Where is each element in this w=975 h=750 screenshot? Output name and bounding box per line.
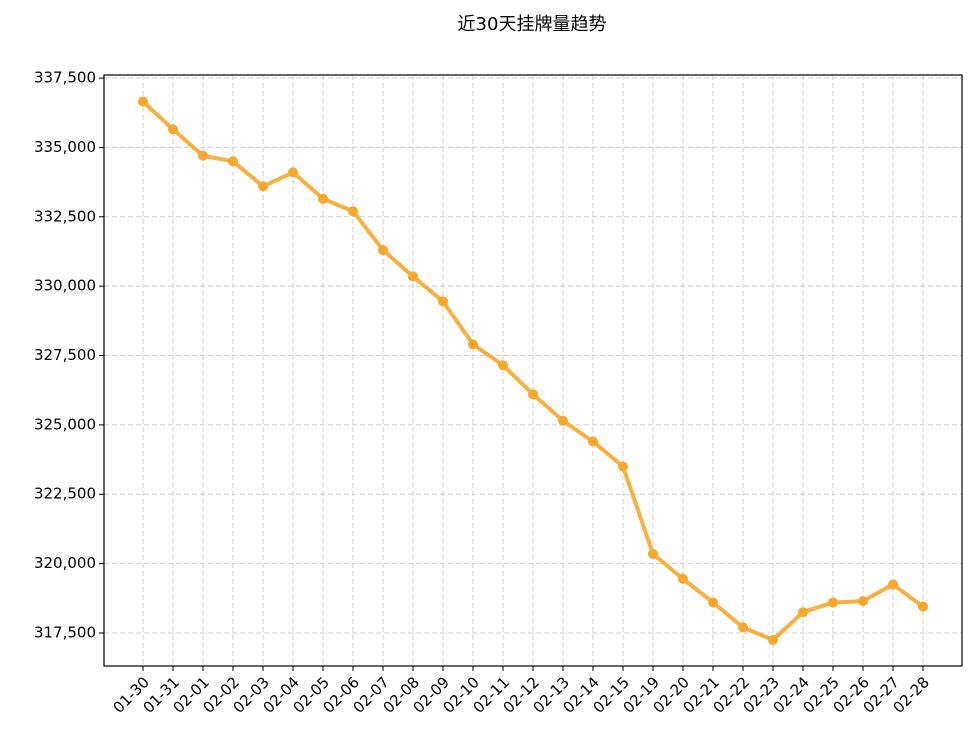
y-tick-label: 317,500 xyxy=(34,623,96,641)
marker xyxy=(528,389,538,400)
marker xyxy=(348,206,358,217)
marker xyxy=(288,167,298,178)
marker xyxy=(828,597,838,608)
marker xyxy=(588,436,598,447)
y-tick-label: 332,500 xyxy=(34,207,96,225)
marker xyxy=(648,548,658,559)
marker xyxy=(708,597,718,608)
marker xyxy=(768,634,778,645)
plot xyxy=(138,96,928,645)
y-tick-label: 335,000 xyxy=(34,138,96,156)
marker xyxy=(558,415,568,426)
marker xyxy=(168,124,178,135)
y-tick-label: 320,000 xyxy=(34,554,96,572)
marker xyxy=(468,339,478,350)
marker xyxy=(228,156,238,167)
marker xyxy=(678,573,688,584)
marker xyxy=(918,601,928,612)
chart-title: 近30天挂牌量趋势 xyxy=(458,14,607,35)
y-tick-label: 322,500 xyxy=(34,485,96,503)
y-tick-label: 327,500 xyxy=(34,346,96,364)
marker xyxy=(438,296,448,307)
marker xyxy=(858,596,868,607)
marker xyxy=(318,193,328,204)
marker xyxy=(408,271,418,282)
grid xyxy=(104,75,962,666)
marker xyxy=(798,607,808,618)
y-tick-label: 337,500 xyxy=(34,69,96,87)
marker xyxy=(378,245,388,256)
marker xyxy=(618,461,628,472)
marker xyxy=(498,360,508,371)
marker xyxy=(198,150,208,161)
y-tick-label: 330,000 xyxy=(34,277,96,295)
marker xyxy=(138,96,148,107)
marker xyxy=(258,181,268,192)
y-tick-label: 325,000 xyxy=(34,415,96,433)
marker xyxy=(738,622,748,633)
marker xyxy=(888,579,898,590)
